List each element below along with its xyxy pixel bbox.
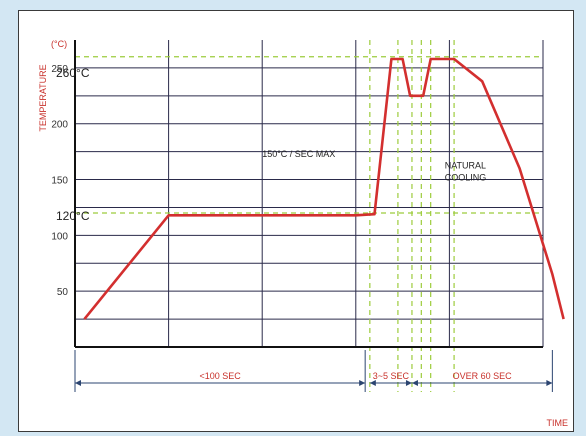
y-axis-unit: (°C) — [51, 39, 67, 49]
arrowhead-left — [369, 380, 376, 386]
y-tick-label: 50 — [57, 287, 69, 298]
annotation-cooling: COOLING — [445, 173, 487, 183]
ref-label-260: 260°C — [56, 66, 90, 80]
annotation-ramp-rate: 150°C / SEC MAX — [262, 149, 335, 159]
y-tick-label: 200 — [51, 120, 68, 131]
axes: 50 100 150 200 250 — [51, 40, 543, 348]
y-tick-label: 250 — [51, 64, 68, 75]
arrowhead-right — [359, 380, 366, 386]
guide-lines — [75, 40, 543, 392]
temperature-curve — [83, 57, 565, 320]
arrowhead-left — [75, 380, 81, 386]
grid — [75, 40, 544, 347]
arrowhead-right — [405, 380, 412, 386]
y-axis-label: TEMPERATURE — [38, 64, 48, 131]
duration-label-cooling: OVER 60 SEC — [453, 371, 513, 381]
ref-label-120: 120°C — [56, 209, 90, 223]
arrowhead-right — [546, 380, 553, 386]
series-layer — [83, 57, 565, 320]
y-tick-label: 100 — [51, 231, 68, 242]
arrowhead-left — [411, 380, 418, 386]
x-axis-label: TIME — [547, 418, 569, 428]
duration-label-peak: 3~5 SEC — [373, 371, 410, 381]
annotation-natural: NATURAL — [445, 160, 486, 170]
y-tick-label: 150 — [51, 176, 68, 187]
duration-arrows — [74, 350, 553, 392]
duration-label-preheat: <100 SEC — [199, 371, 241, 381]
